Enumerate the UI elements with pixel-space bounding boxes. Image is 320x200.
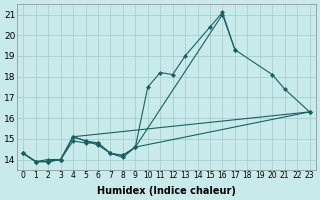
X-axis label: Humidex (Indice chaleur): Humidex (Indice chaleur) <box>97 186 236 196</box>
